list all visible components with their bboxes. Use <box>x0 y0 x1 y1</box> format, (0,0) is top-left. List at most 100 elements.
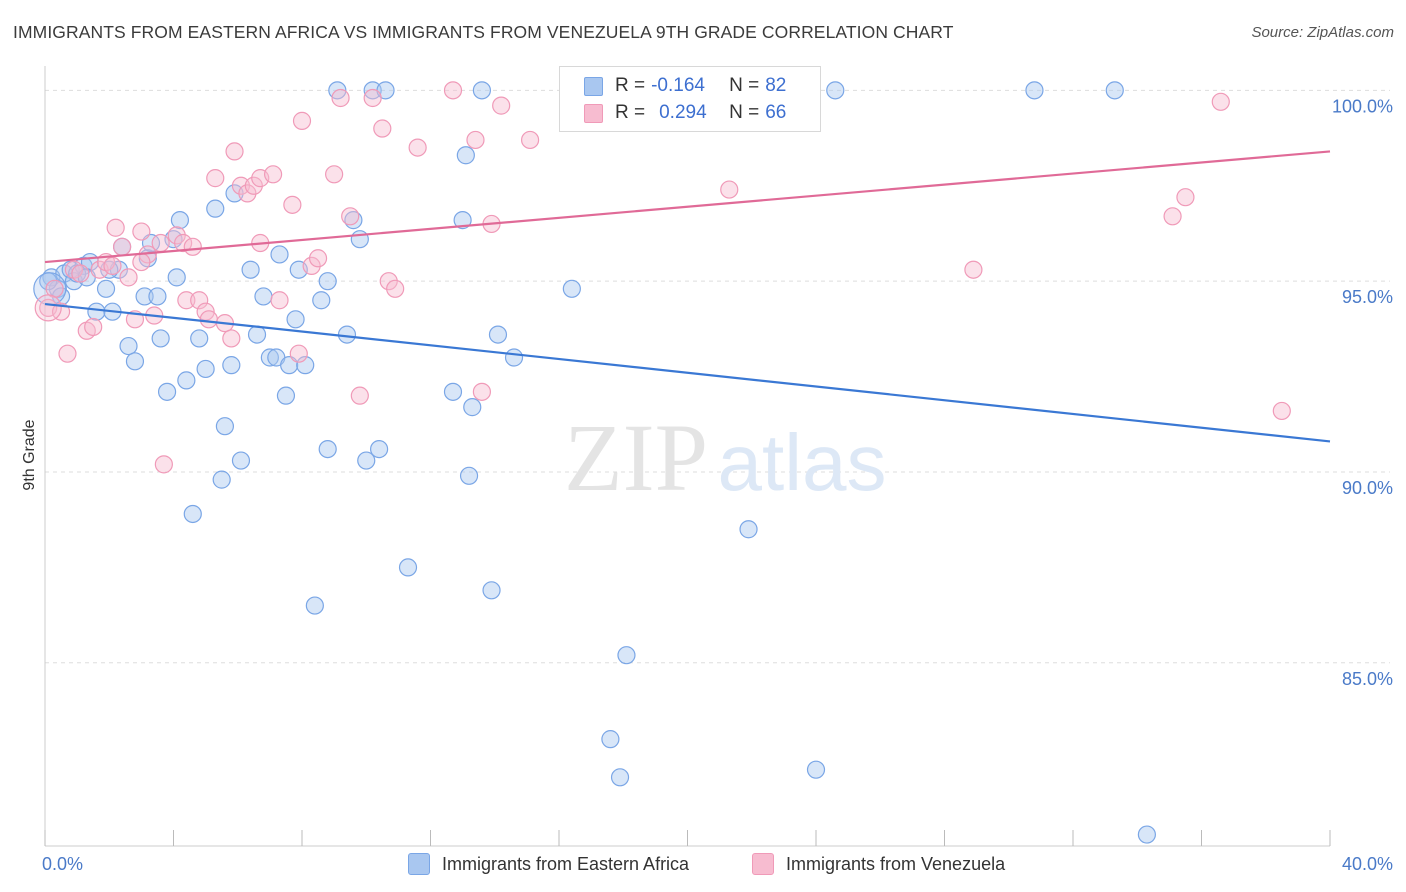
eastern-africa-point-56 <box>363 81 382 100</box>
venezuela-point-40 <box>302 256 321 276</box>
venezuela-point-41 <box>308 249 328 268</box>
y-tick-label-0: 85.0% <box>1342 669 1393 689</box>
y-tick-label-1: 90.0% <box>1342 478 1393 498</box>
eastern-africa-point-72 <box>610 768 630 787</box>
eastern-africa-point-30 <box>206 199 225 218</box>
trend-lines <box>44 150 1331 443</box>
eastern-africa-point-49 <box>318 272 337 291</box>
venezuela-point-55 <box>492 96 511 115</box>
legend-n-label: N = <box>729 102 760 123</box>
venezuela-point-58 <box>720 180 739 199</box>
venezuela-point-46 <box>363 88 382 108</box>
x-tick-labels: 0.0% 40.0% <box>42 854 1393 874</box>
bottom-legend-label-venezuela: Immigrants from Venezuela <box>786 853 1006 874</box>
legend-n-value-eastern-africa: 82 <box>765 75 787 96</box>
venezuela-point-33 <box>244 176 263 195</box>
eastern-africa-point-48 <box>312 291 331 310</box>
eastern-africa-point-24 <box>167 268 186 287</box>
y-tick-labels: 85.0% 90.0% 95.0% 100.0% <box>1332 96 1393 688</box>
eastern-africa-point-42 <box>276 386 296 405</box>
venezuela-trend-line <box>44 150 1331 264</box>
venezuela-point-22 <box>177 291 196 310</box>
eastern-africa-point-77 <box>1025 81 1044 100</box>
eastern-africa-point-11 <box>96 279 116 298</box>
venezuela-point-23 <box>183 237 202 256</box>
eastern-africa-point-59 <box>398 558 418 577</box>
watermark-atlas: atlas <box>718 418 887 507</box>
venezuela-point-39 <box>292 111 312 130</box>
venezuela-point-47 <box>373 119 392 138</box>
legend-swatch-venezuela <box>584 103 603 123</box>
venezuela-point-7 <box>84 317 103 337</box>
venezuela-point-49 <box>386 279 405 298</box>
eastern-africa-point-62 <box>456 146 475 165</box>
legend-r-value-venezuela: 0.294 <box>659 102 707 123</box>
eastern-africa-point-33 <box>222 356 241 375</box>
venezuela-cluster-point <box>34 294 62 322</box>
venezuela-point-60 <box>1163 207 1182 226</box>
legend-row-venezuela: R = 0.294 N = 66 <box>584 100 786 126</box>
bottom-legend-label-eastern-africa: Immigrants from Eastern Africa <box>442 853 690 874</box>
eastern-africa-point-27 <box>183 504 202 524</box>
legend-r-label: R = <box>615 102 646 123</box>
legend-n-label: N = <box>729 75 760 96</box>
venezuela-point-21 <box>174 233 193 253</box>
venezuela-point-65 <box>132 252 151 272</box>
correlation-legend: R = -0.164 N = 82 R = 0.294 N = 66 <box>559 66 821 132</box>
venezuela-point-56 <box>520 130 540 150</box>
eastern-africa-point-32 <box>215 417 234 436</box>
venezuela-point-42 <box>325 165 344 184</box>
eastern-africa-point-44 <box>286 310 305 329</box>
venezuela-point-13 <box>119 268 138 287</box>
eastern-africa-point-16 <box>125 352 145 371</box>
venezuela-point-10 <box>103 256 122 276</box>
venezuela-point-62 <box>1211 92 1230 111</box>
eastern-africa-point-38 <box>254 287 273 306</box>
venezuela-point-29 <box>222 329 241 348</box>
y-tick-label-2: 95.0% <box>1342 287 1393 307</box>
eastern-africa-point-55 <box>357 451 376 470</box>
eastern-africa-point-54 <box>350 230 369 249</box>
venezuela-point-24 <box>190 291 209 310</box>
venezuela-point-63 <box>1272 401 1291 421</box>
series-venezuela-points <box>34 81 1291 474</box>
eastern-africa-point-78 <box>1105 81 1124 100</box>
eastern-africa-point-50 <box>318 439 337 459</box>
eastern-africa-point-69 <box>562 279 581 298</box>
eastern-africa-point-34 <box>225 184 244 203</box>
venezuela-point-38 <box>289 344 308 363</box>
axes <box>44 66 1331 847</box>
eastern-africa-point-73 <box>617 646 636 665</box>
eastern-africa-point-36 <box>241 260 260 279</box>
venezuela-point-3 <box>58 344 77 363</box>
eastern-africa-point-75 <box>806 760 826 779</box>
y-axis-title: 9th Grade <box>21 419 38 490</box>
eastern-africa-point-35 <box>231 451 251 470</box>
eastern-africa-point-46 <box>296 356 315 375</box>
legend-swatch-eastern-africa <box>584 76 603 96</box>
venezuela-point-32 <box>238 184 257 203</box>
eastern-africa-point-17 <box>135 287 154 306</box>
venezuela-point-1 <box>45 279 64 298</box>
bottom-legend-swatch-eastern-africa <box>408 853 430 875</box>
eastern-africa-point-74 <box>739 520 758 539</box>
eastern-africa-point-28 <box>190 329 209 348</box>
venezuela-point-27 <box>206 169 225 188</box>
bottom-legend-eastern-africa: Immigrants from Eastern Africa <box>408 851 689 877</box>
venezuela-point-20 <box>167 226 186 245</box>
series-eastern-africa-points <box>33 81 1156 844</box>
venezuela-point-61 <box>1176 188 1195 207</box>
eastern-africa-point-68 <box>504 348 524 367</box>
watermark: ZIP atlas <box>564 404 886 511</box>
venezuela-point-30 <box>225 142 244 161</box>
eastern-africa-point-10 <box>87 302 106 321</box>
x-tick-label-0: 0.0% <box>42 854 83 874</box>
legend-r-value-eastern-africa: -0.164 <box>651 75 705 96</box>
venezuela-point-26 <box>199 310 218 329</box>
bottom-legend-venezuela: Immigrants from Venezuela <box>752 851 1005 877</box>
eastern-africa-point-29 <box>196 359 215 379</box>
venezuela-point-35 <box>263 165 283 184</box>
eastern-africa-point-20 <box>148 287 167 306</box>
eastern-africa-point-60 <box>443 382 463 401</box>
venezuela-point-5 <box>71 264 90 283</box>
